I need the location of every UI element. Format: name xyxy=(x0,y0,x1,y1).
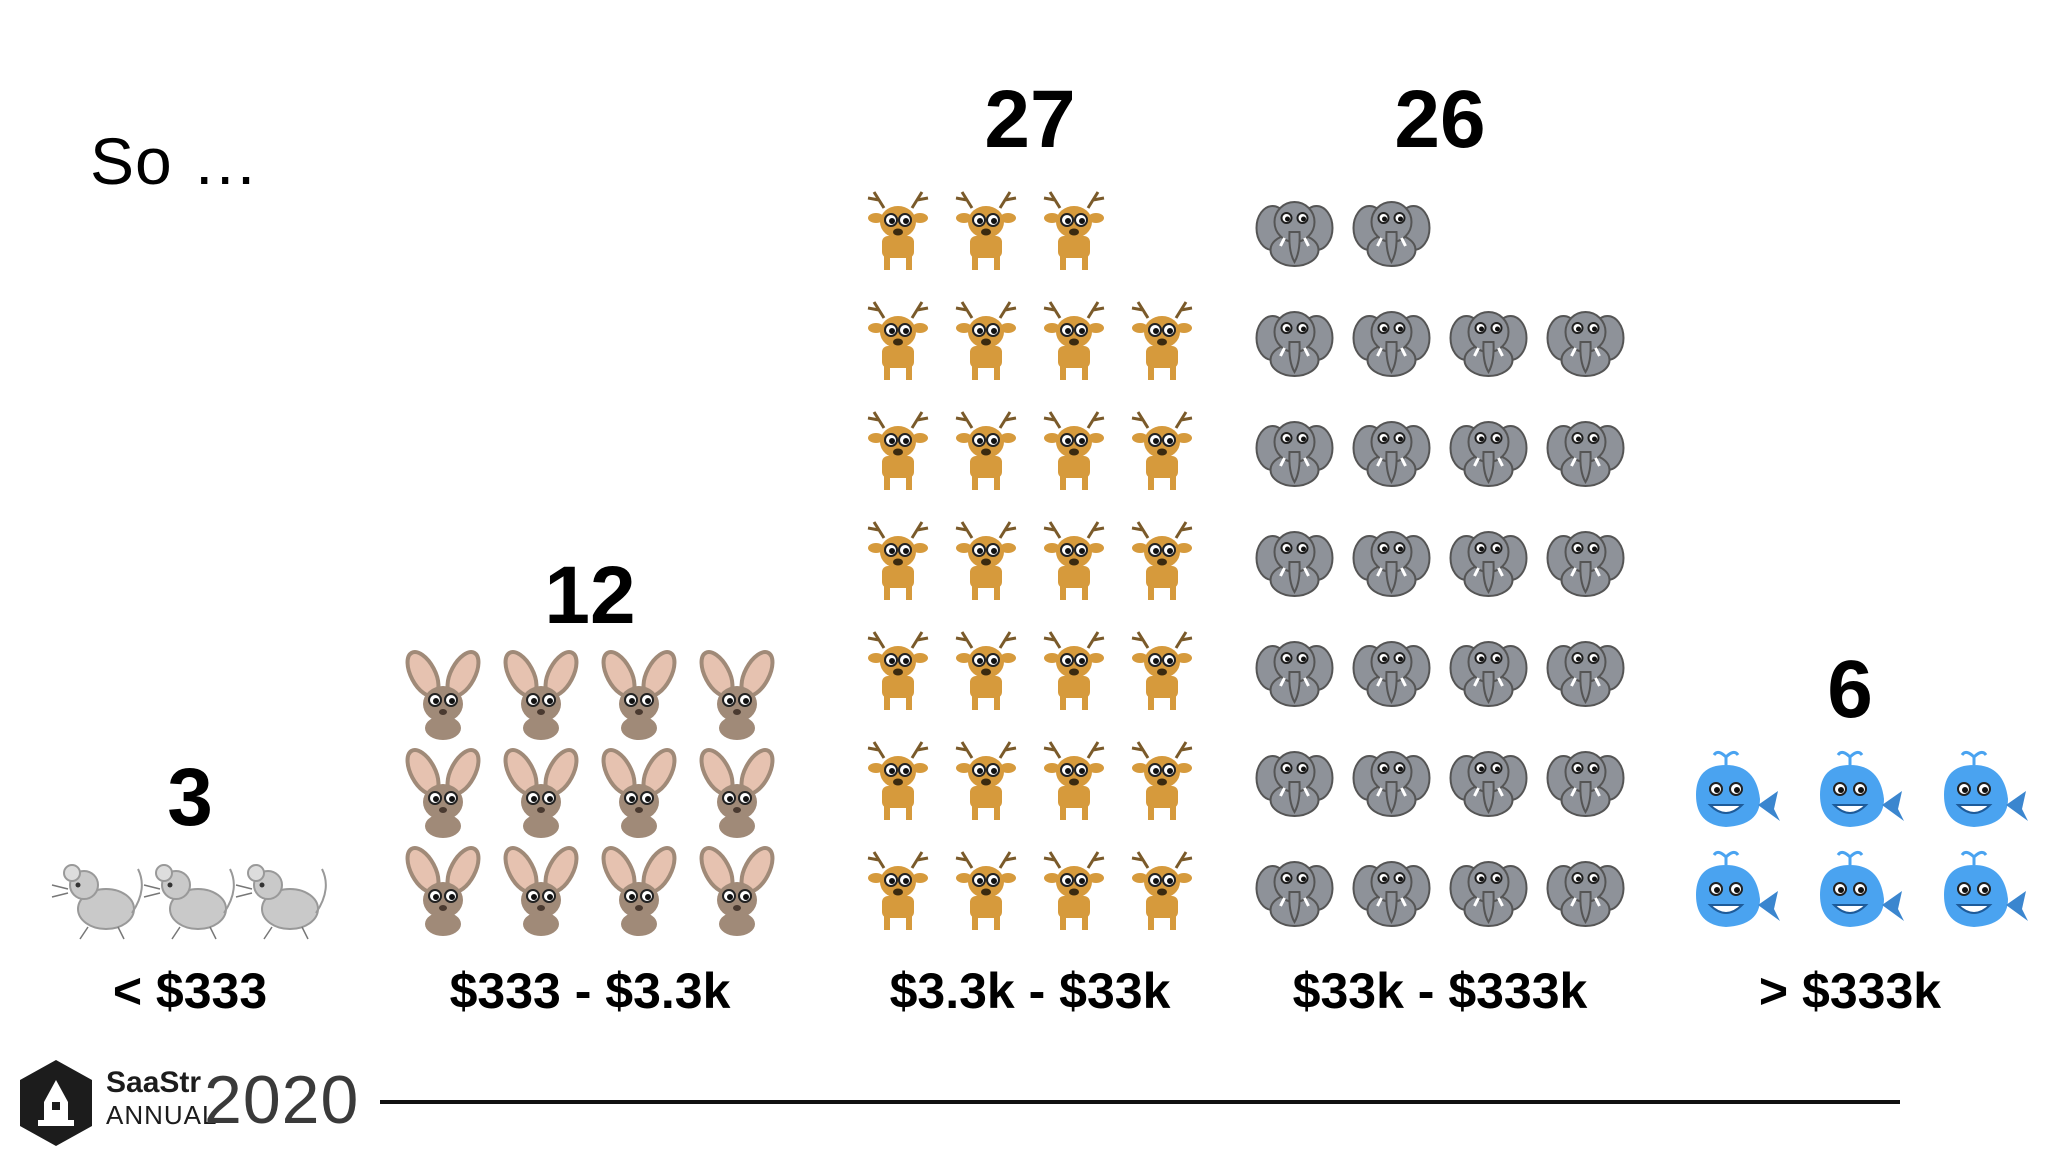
elephant-glyph-icon xyxy=(1352,641,1431,707)
deer-glyph-icon xyxy=(1131,851,1193,930)
deer-glyph-icon xyxy=(867,411,929,490)
mouse-glyph-icon xyxy=(51,864,143,940)
bucket-count-label: 6 xyxy=(1827,644,1873,735)
elephant-glyph-icon xyxy=(1449,421,1528,487)
whale-glyph-icon xyxy=(1944,850,2028,927)
elephant-glyph-icon xyxy=(1352,751,1431,817)
bucket-count-label: 26 xyxy=(1394,74,1486,165)
elephant-glyph-icon xyxy=(1546,311,1625,377)
elephant-glyph-icon xyxy=(1449,531,1528,597)
footer-divider xyxy=(380,1100,1900,1104)
saastr-rocket-icon xyxy=(20,1060,92,1146)
elephant-glyph-icon xyxy=(1352,421,1431,487)
elephant-glyph-icon xyxy=(1255,531,1334,597)
logo-sub: ANNUAL xyxy=(106,1100,218,1130)
elephant-glyph-icon xyxy=(1546,751,1625,817)
rabbit-glyph-icon xyxy=(405,650,481,740)
whale-glyph-icon xyxy=(1820,750,1904,827)
rabbit-glyph-icon xyxy=(601,650,677,740)
deer-glyph-icon xyxy=(1131,631,1193,710)
deer-glyph-icon xyxy=(1131,521,1193,600)
deer-glyph-icon xyxy=(867,851,929,930)
bucket-category-label: < $333 xyxy=(112,963,268,1019)
elephant-glyph-icon xyxy=(1449,861,1528,927)
deer-glyph-icon xyxy=(955,301,1017,380)
deer-glyph-icon xyxy=(867,521,929,600)
elephant-glyph-icon xyxy=(1449,641,1528,707)
elephant-glyph-icon xyxy=(1255,751,1334,817)
elephant-glyph-icon xyxy=(1255,201,1334,267)
elephant-glyph-icon xyxy=(1352,201,1431,267)
bucket-count-label: 27 xyxy=(984,74,1076,165)
rabbit-glyph-icon xyxy=(601,748,677,838)
deer-glyph-icon xyxy=(955,851,1017,930)
bucket-category-label: $3.3k - $33k xyxy=(889,963,1171,1019)
elephant-glyph-icon xyxy=(1255,861,1334,927)
elephant-glyph-icon xyxy=(1255,421,1334,487)
deer-glyph-icon xyxy=(1043,851,1105,930)
rabbit-glyph-icon xyxy=(699,650,775,740)
elephant-glyph-icon xyxy=(1352,311,1431,377)
deer-glyph-icon xyxy=(1043,191,1105,270)
deer-glyph-icon xyxy=(867,741,929,820)
deer-glyph-icon xyxy=(955,631,1017,710)
logo-year: 2020 xyxy=(204,1062,360,1138)
deer-glyph-icon xyxy=(955,191,1017,270)
mouse-glyph-icon xyxy=(143,864,235,940)
elephant-glyph-icon xyxy=(1449,311,1528,377)
bucket-category-label: $33k - $333k xyxy=(1292,963,1588,1019)
bucket-category-label: > $333k xyxy=(1758,963,1942,1019)
rabbit-glyph-icon xyxy=(405,846,481,936)
mouse-glyph-icon xyxy=(235,864,327,940)
rabbit-glyph-icon xyxy=(405,748,481,838)
rabbit-glyph-icon xyxy=(503,748,579,838)
elephant-glyph-icon xyxy=(1255,641,1334,707)
elephant-glyph-icon xyxy=(1546,421,1625,487)
deer-glyph-icon xyxy=(1043,741,1105,820)
elephant-glyph-icon xyxy=(1352,861,1431,927)
deer-glyph-icon xyxy=(867,631,929,710)
deer-glyph-icon xyxy=(867,191,929,270)
elephant-glyph-icon xyxy=(1255,311,1334,377)
elephant-glyph-icon xyxy=(1546,641,1625,707)
glyph-layer xyxy=(51,191,2028,940)
elephant-glyph-icon xyxy=(1449,751,1528,817)
saastr-logo: SaaStr ANNUAL 2020 xyxy=(16,1058,366,1148)
rabbit-glyph-icon xyxy=(699,846,775,936)
rabbit-glyph-icon xyxy=(503,650,579,740)
bucket-count-label: 12 xyxy=(544,550,636,641)
deer-glyph-icon xyxy=(955,521,1017,600)
rabbit-glyph-icon xyxy=(601,846,677,936)
slide-title: So … xyxy=(90,124,260,198)
deer-glyph-icon xyxy=(1043,411,1105,490)
deer-glyph-icon xyxy=(1131,741,1193,820)
rabbit-glyph-icon xyxy=(699,748,775,838)
whale-glyph-icon xyxy=(1696,750,1780,827)
deer-glyph-icon xyxy=(867,301,929,380)
rabbit-glyph-icon xyxy=(503,846,579,936)
whale-glyph-icon xyxy=(1820,850,1904,927)
deer-glyph-icon xyxy=(1131,301,1193,380)
elephant-glyph-icon xyxy=(1352,531,1431,597)
deer-glyph-icon xyxy=(955,741,1017,820)
logo-brand: SaaStr xyxy=(106,1066,202,1099)
elephant-glyph-icon xyxy=(1546,861,1625,927)
bucket-category-label: $333 - $3.3k xyxy=(449,963,731,1019)
whale-glyph-icon xyxy=(1944,750,2028,827)
deer-glyph-icon xyxy=(1043,521,1105,600)
deer-glyph-icon xyxy=(1043,631,1105,710)
deer-glyph-icon xyxy=(955,411,1017,490)
bucket-count-label: 3 xyxy=(167,752,213,843)
deer-glyph-icon xyxy=(1043,301,1105,380)
elephant-glyph-icon xyxy=(1546,531,1625,597)
whale-glyph-icon xyxy=(1696,850,1780,927)
deer-glyph-icon xyxy=(1131,411,1193,490)
